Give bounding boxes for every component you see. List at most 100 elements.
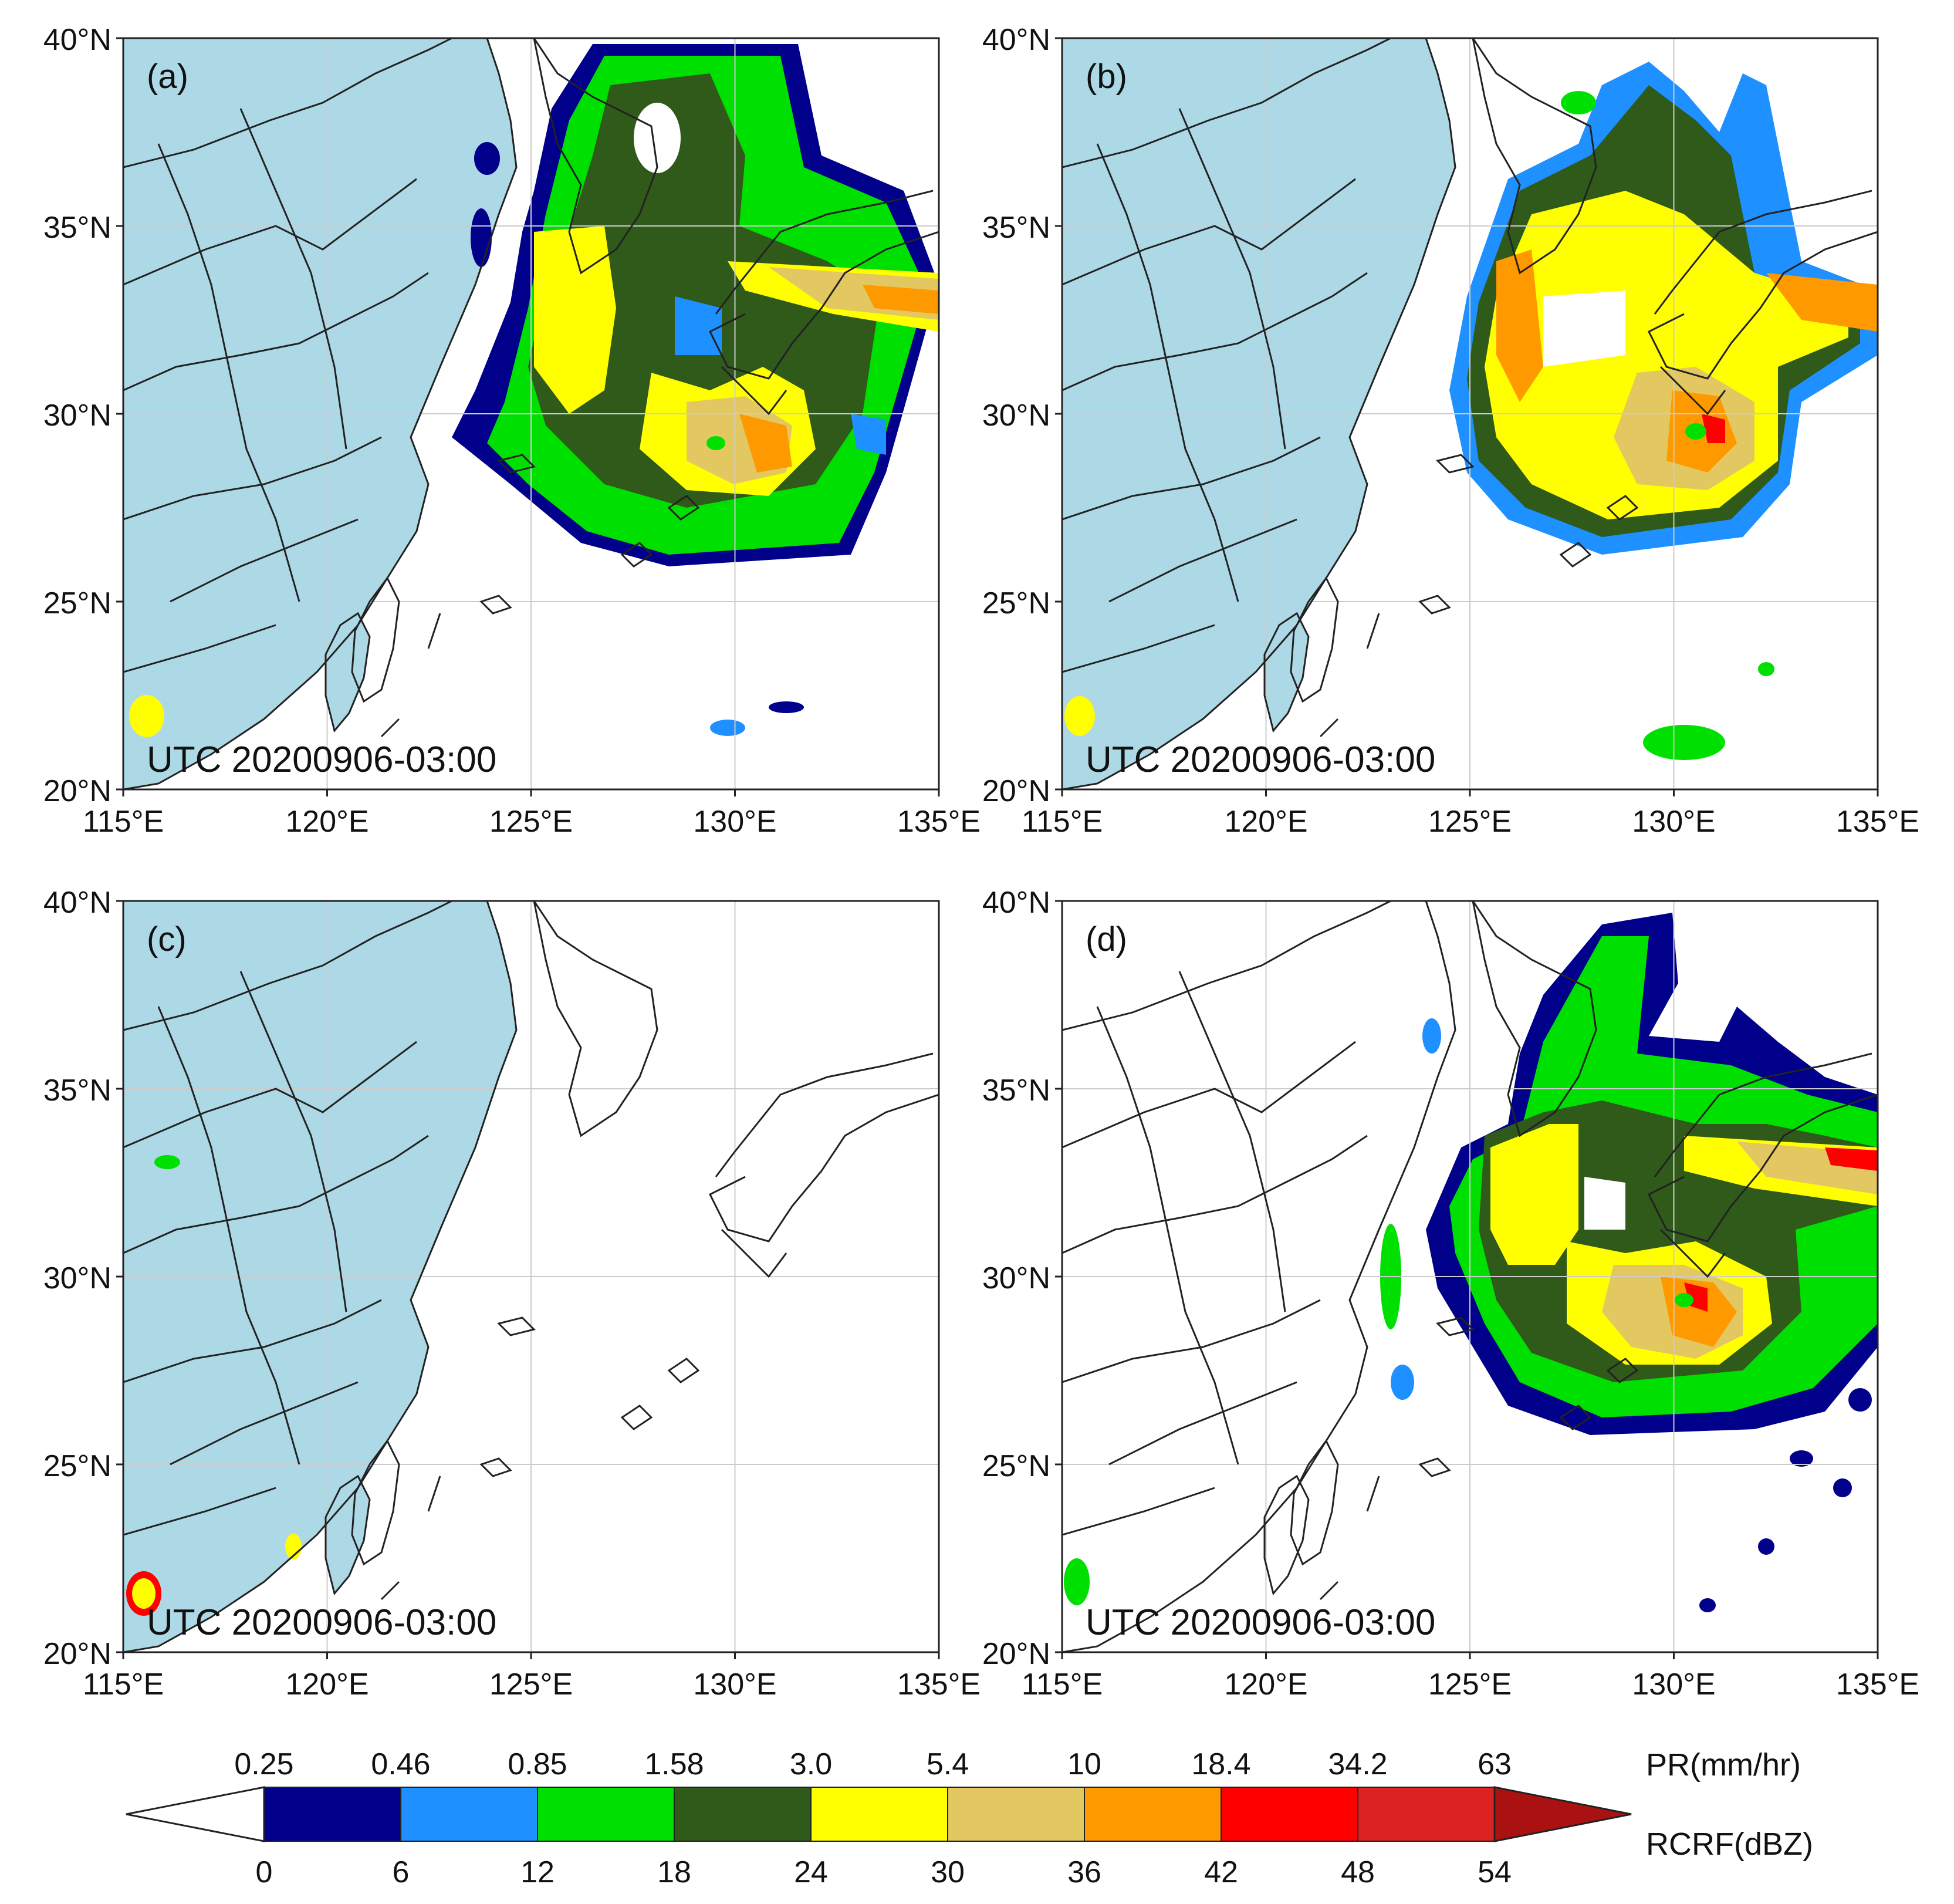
lon-tick-label: 115°E <box>83 805 164 839</box>
panel-label: (b) <box>1086 58 1127 96</box>
precip-region <box>1584 1177 1625 1230</box>
rcrf-tick-label: 0 <box>256 1855 273 1889</box>
panel-a: (a) UTC 20200906-03:00 40°N 35°N 30°N 25°N 20°… <box>43 23 981 839</box>
panel-timestamp: UTC 20200906-03:00 <box>147 740 496 780</box>
colorbar-under-arrow <box>126 1786 265 1842</box>
lat-tick-label: 35°N <box>43 1073 111 1108</box>
precip-region <box>1543 291 1625 367</box>
lon-tick-label: 135°E <box>897 805 981 839</box>
precip-region <box>1702 414 1725 443</box>
lon-tick-label: 125°E <box>1428 1667 1512 1702</box>
lat-tick-label: 30°N <box>43 1261 111 1295</box>
precip-cell <box>471 208 492 267</box>
lat-tick-label: 35°N <box>982 1073 1050 1108</box>
precip-region <box>1485 191 1848 519</box>
colorbar-segment <box>947 1787 1085 1842</box>
colorbar-segment <box>674 1787 812 1842</box>
lon-tick-label: 120°E <box>1224 805 1307 839</box>
precip-region <box>675 296 722 355</box>
rcrf-tick-label: 12 <box>520 1855 555 1889</box>
precip-cell <box>710 720 745 736</box>
precip-cell <box>1833 1478 1852 1497</box>
pr-tick-label: 34.2 <box>1328 1747 1387 1781</box>
rcrf-tick-label: 36 <box>1067 1855 1101 1889</box>
lat-tick-label: 20°N <box>43 774 111 808</box>
pr-tick-label: 18.4 <box>1191 1747 1250 1781</box>
lat-tick-label: 30°N <box>43 399 111 433</box>
precip-region <box>1766 273 1878 332</box>
lon-tick-label: 130°E <box>693 805 776 839</box>
precip-field-b <box>1064 62 1878 760</box>
lon-tick-label: 130°E <box>1632 805 1715 839</box>
precip-field-c <box>126 1155 302 1616</box>
precip-cell <box>1422 1018 1441 1054</box>
precip-cell <box>1561 91 1596 114</box>
pr-tick-label: 3.0 <box>790 1747 832 1781</box>
lat-tick-label: 40°N <box>43 886 111 920</box>
lon-tick-label: 115°E <box>83 1667 164 1702</box>
panels-root: (a) UTC 20200906-03:00 40°N 35°N 30°N 25°N 20°… <box>43 23 1919 1702</box>
map-area-c <box>123 901 939 1652</box>
lon-tick-label: 120°E <box>1224 1667 1307 1702</box>
precip-field-a <box>129 44 939 737</box>
precip-region <box>863 285 939 314</box>
colorbar-segment <box>400 1787 538 1842</box>
precip-cell <box>1643 725 1725 760</box>
panel-timestamp: UTC 20200906-03:00 <box>1086 1602 1435 1643</box>
precip-cell <box>129 695 164 737</box>
precip-cell <box>1685 423 1706 440</box>
precip-cell <box>634 103 681 173</box>
precip-cell <box>1758 1538 1774 1555</box>
lon-tick-label: 125°E <box>489 805 573 839</box>
rcrf-tick-label: 48 <box>1341 1855 1375 1889</box>
lat-tick-label: 25°N <box>43 1449 111 1483</box>
lon-tick-label: 135°E <box>1836 805 1919 839</box>
colorbar-segment <box>1221 1787 1358 1842</box>
precip-region <box>851 414 886 455</box>
pr-tick-label: 5.4 <box>927 1747 969 1781</box>
lon-tick-label: 130°E <box>1632 1667 1715 1702</box>
colorbar-over-arrow <box>1493 1786 1632 1842</box>
lon-tick-label: 135°E <box>1836 1667 1919 1702</box>
colorbar: 0.25 0.46 0.85 1.58 3.0 5.4 10 18.4 34.2 63 0 6 12 18… <box>126 1747 1813 1889</box>
pr-tick-label: 10 <box>1067 1747 1101 1781</box>
precip-cell <box>1064 1558 1090 1605</box>
panel-label: (d) <box>1086 920 1127 958</box>
grid-lines <box>123 38 939 789</box>
grid-lines <box>1062 38 1878 789</box>
rcrf-tick-label: 42 <box>1204 1855 1238 1889</box>
map-area-a <box>123 38 939 789</box>
lat-tick-label: 40°N <box>43 23 111 57</box>
grid-lines <box>1062 901 1878 1652</box>
precip-region <box>1825 1147 1878 1171</box>
lat-tick-label: 40°N <box>982 886 1050 920</box>
colorbar-segment <box>1084 1787 1222 1842</box>
lon-tick-label: 135°E <box>897 1667 981 1702</box>
lat-tick-label: 35°N <box>43 211 111 245</box>
lon-tick-label: 120°E <box>285 1667 369 1702</box>
lat-tick-label: 25°N <box>982 586 1050 620</box>
lat-tick-label: 25°N <box>43 586 111 620</box>
precip-cell <box>474 142 500 175</box>
panel-timestamp: UTC 20200906-03:00 <box>1086 740 1435 780</box>
precip-cell <box>1758 662 1774 676</box>
precip-cell <box>1675 1293 1693 1307</box>
lon-tick-label: 125°E <box>489 1667 573 1702</box>
lat-tick-label: 20°N <box>43 1637 111 1671</box>
colorbar-segment <box>810 1787 948 1842</box>
precip-cell <box>1391 1365 1414 1400</box>
lon-tick-label: 115°E <box>1022 805 1103 839</box>
lat-tick-label: 30°N <box>982 1261 1050 1295</box>
precip-cell <box>154 1155 180 1169</box>
rcrf-tick-label: 6 <box>393 1855 410 1889</box>
precip-cell <box>1848 1388 1872 1412</box>
lon-tick-label: 115°E <box>1022 1667 1103 1702</box>
lat-tick-label: 20°N <box>982 774 1050 808</box>
panel-timestamp: UTC 20200906-03:00 <box>147 1602 496 1643</box>
precip-cell <box>1790 1450 1813 1467</box>
lon-tick-label: 125°E <box>1428 805 1512 839</box>
panel-label: (c) <box>147 920 187 958</box>
rcrf-units-label: RCRF(dBZ) <box>1646 1827 1813 1862</box>
pr-tick-label: 1.58 <box>644 1747 704 1781</box>
panel-b: (b) UTC 20200906-03:00 40°N 35°N 30°N 25°N 20°… <box>982 23 1919 839</box>
